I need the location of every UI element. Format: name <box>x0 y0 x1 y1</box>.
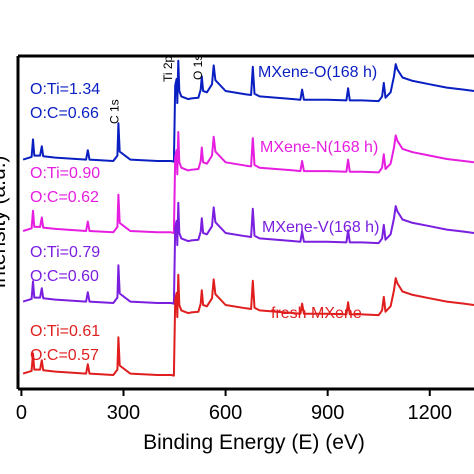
x-tick-label-0: 0 <box>16 402 27 424</box>
series-line-1 <box>22 131 474 234</box>
y-axis-title: Intensity (a.u.) <box>0 155 10 288</box>
peak-label-1: Ti 2p <box>161 55 175 82</box>
series-label-3: fresh MXene <box>271 305 362 322</box>
ratio-annotation-2-0: O:Ti=0.79 <box>30 244 100 261</box>
ratio-annotation-1-1: O:C=0.62 <box>30 189 99 206</box>
x-axis-title: Binding Energy (E) (eV) <box>143 431 365 454</box>
x-tick-label-1: 300 <box>107 402 140 424</box>
ratio-annotation-0-0: O:Ti=1.34 <box>30 81 100 98</box>
ratio-annotation-3-1: O:C=0.57 <box>30 347 99 364</box>
x-tick-label-2: 600 <box>209 402 242 424</box>
ratio-annotation-layer: O:Ti=1.34 O:C=0.66 O:Ti=0.90 O:C=0.62 O:Ti=0… <box>30 81 100 364</box>
series-label-2: MXene-V(168 h) <box>262 219 379 236</box>
series-label-layer: MXene-O(168 h) MXene-N(168 h) MXene-V(168 … <box>258 64 379 322</box>
series-label-0: MXene-O(168 h) <box>258 64 377 81</box>
ratio-annotation-0-1: O:C=0.66 <box>30 105 99 122</box>
series-layer <box>22 59 474 377</box>
x-tick-label-4: 1200 <box>408 402 453 424</box>
peak-label-2: O 1s <box>191 55 205 80</box>
ratio-annotation-1-0: O:Ti=0.90 <box>30 165 100 182</box>
axis-layer <box>16 54 474 391</box>
peak-label-layer: C 1s Ti 2p O 1s <box>107 55 204 124</box>
peak-label-0: C 1s <box>107 99 121 124</box>
x-tick-label-3: 900 <box>311 402 344 424</box>
series-label-1: MXene-N(168 h) <box>260 139 378 156</box>
ratio-annotation-3-0: O:Ti=0.61 <box>30 323 100 340</box>
ratio-annotation-2-1: O:C=0.60 <box>30 268 99 285</box>
series-line-2 <box>22 201 474 305</box>
x-tick-layer: 0 300 600 900 1200 <box>16 389 452 424</box>
series-line-3 <box>22 273 474 377</box>
series-line-0 <box>22 59 474 163</box>
